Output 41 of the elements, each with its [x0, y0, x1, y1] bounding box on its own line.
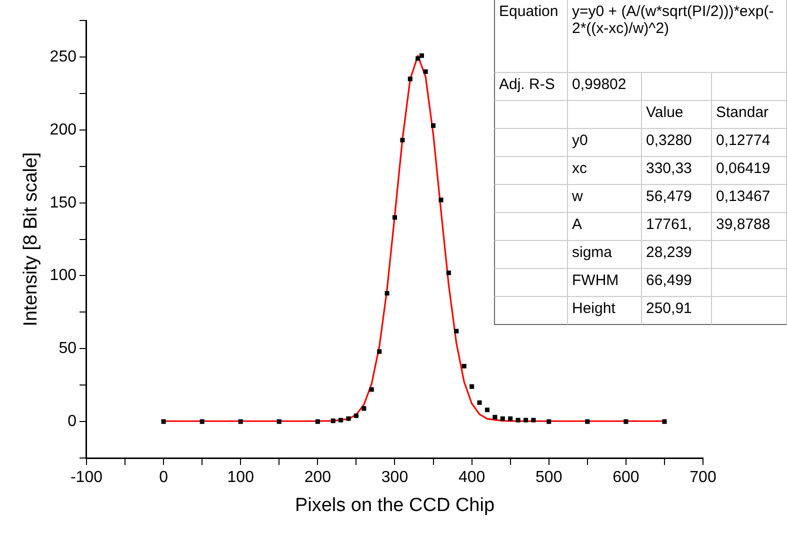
x-tick-label: -100: [70, 469, 103, 486]
y-tick-label: 250: [50, 48, 77, 66]
y-tick-label: 150: [50, 194, 77, 212]
x-tick-label: 600: [612, 469, 640, 486]
annotation: 17761,: [642, 213, 712, 241]
text: y=y0 + (A/(w*sqrt(PI/2)))*exp(-2*((x-xc)/w)^2): [572, 3, 774, 37]
text: 39,8788: [716, 216, 770, 233]
x-tick-label: 100: [227, 469, 254, 486]
x-tick-label: 300: [381, 469, 408, 486]
text: 0,13467: [716, 188, 770, 205]
annotation: A: [568, 213, 642, 241]
annotation: FWHM: [568, 269, 642, 297]
text: 0,12774: [716, 132, 770, 149]
annotation: y0: [568, 129, 642, 157]
annotation: 0,99802: [568, 73, 642, 101]
annotation: Value: [642, 101, 712, 129]
annotation: xc: [568, 157, 642, 185]
annotation: sigma: [568, 241, 642, 269]
x-tick-label: 200: [304, 469, 332, 486]
text: 0,06419: [716, 160, 770, 177]
text: Equation: [499, 3, 558, 20]
x-axis-title: Pixels on the CCD Chip: [294, 494, 495, 516]
annotation: 66,499: [642, 269, 712, 297]
annotation: 56,479: [642, 185, 712, 213]
y-axis-title: Intensity [8 Bit scale]: [20, 152, 42, 326]
annotation: 250,91: [642, 297, 712, 325]
annotation: Adj. R-S: [494, 73, 568, 101]
y-tick-label: 200: [50, 121, 77, 138]
x-tick-label: 400: [458, 469, 486, 486]
annotation: 330,33: [642, 157, 712, 185]
annotation: 28,239: [642, 241, 712, 269]
x-tick-label: 500: [536, 469, 562, 486]
x-tick-label: 700: [690, 469, 716, 486]
x-tick-label: 0: [159, 469, 168, 486]
annotation: Height: [568, 297, 642, 325]
y-tick-label: 0: [68, 412, 77, 430]
annotation: w: [568, 185, 642, 213]
text: Standar: [716, 104, 769, 121]
y-tick-label: 100: [50, 267, 77, 284]
y-tick-label: 50: [58, 340, 77, 358]
annotation: 0,3280: [642, 129, 712, 157]
